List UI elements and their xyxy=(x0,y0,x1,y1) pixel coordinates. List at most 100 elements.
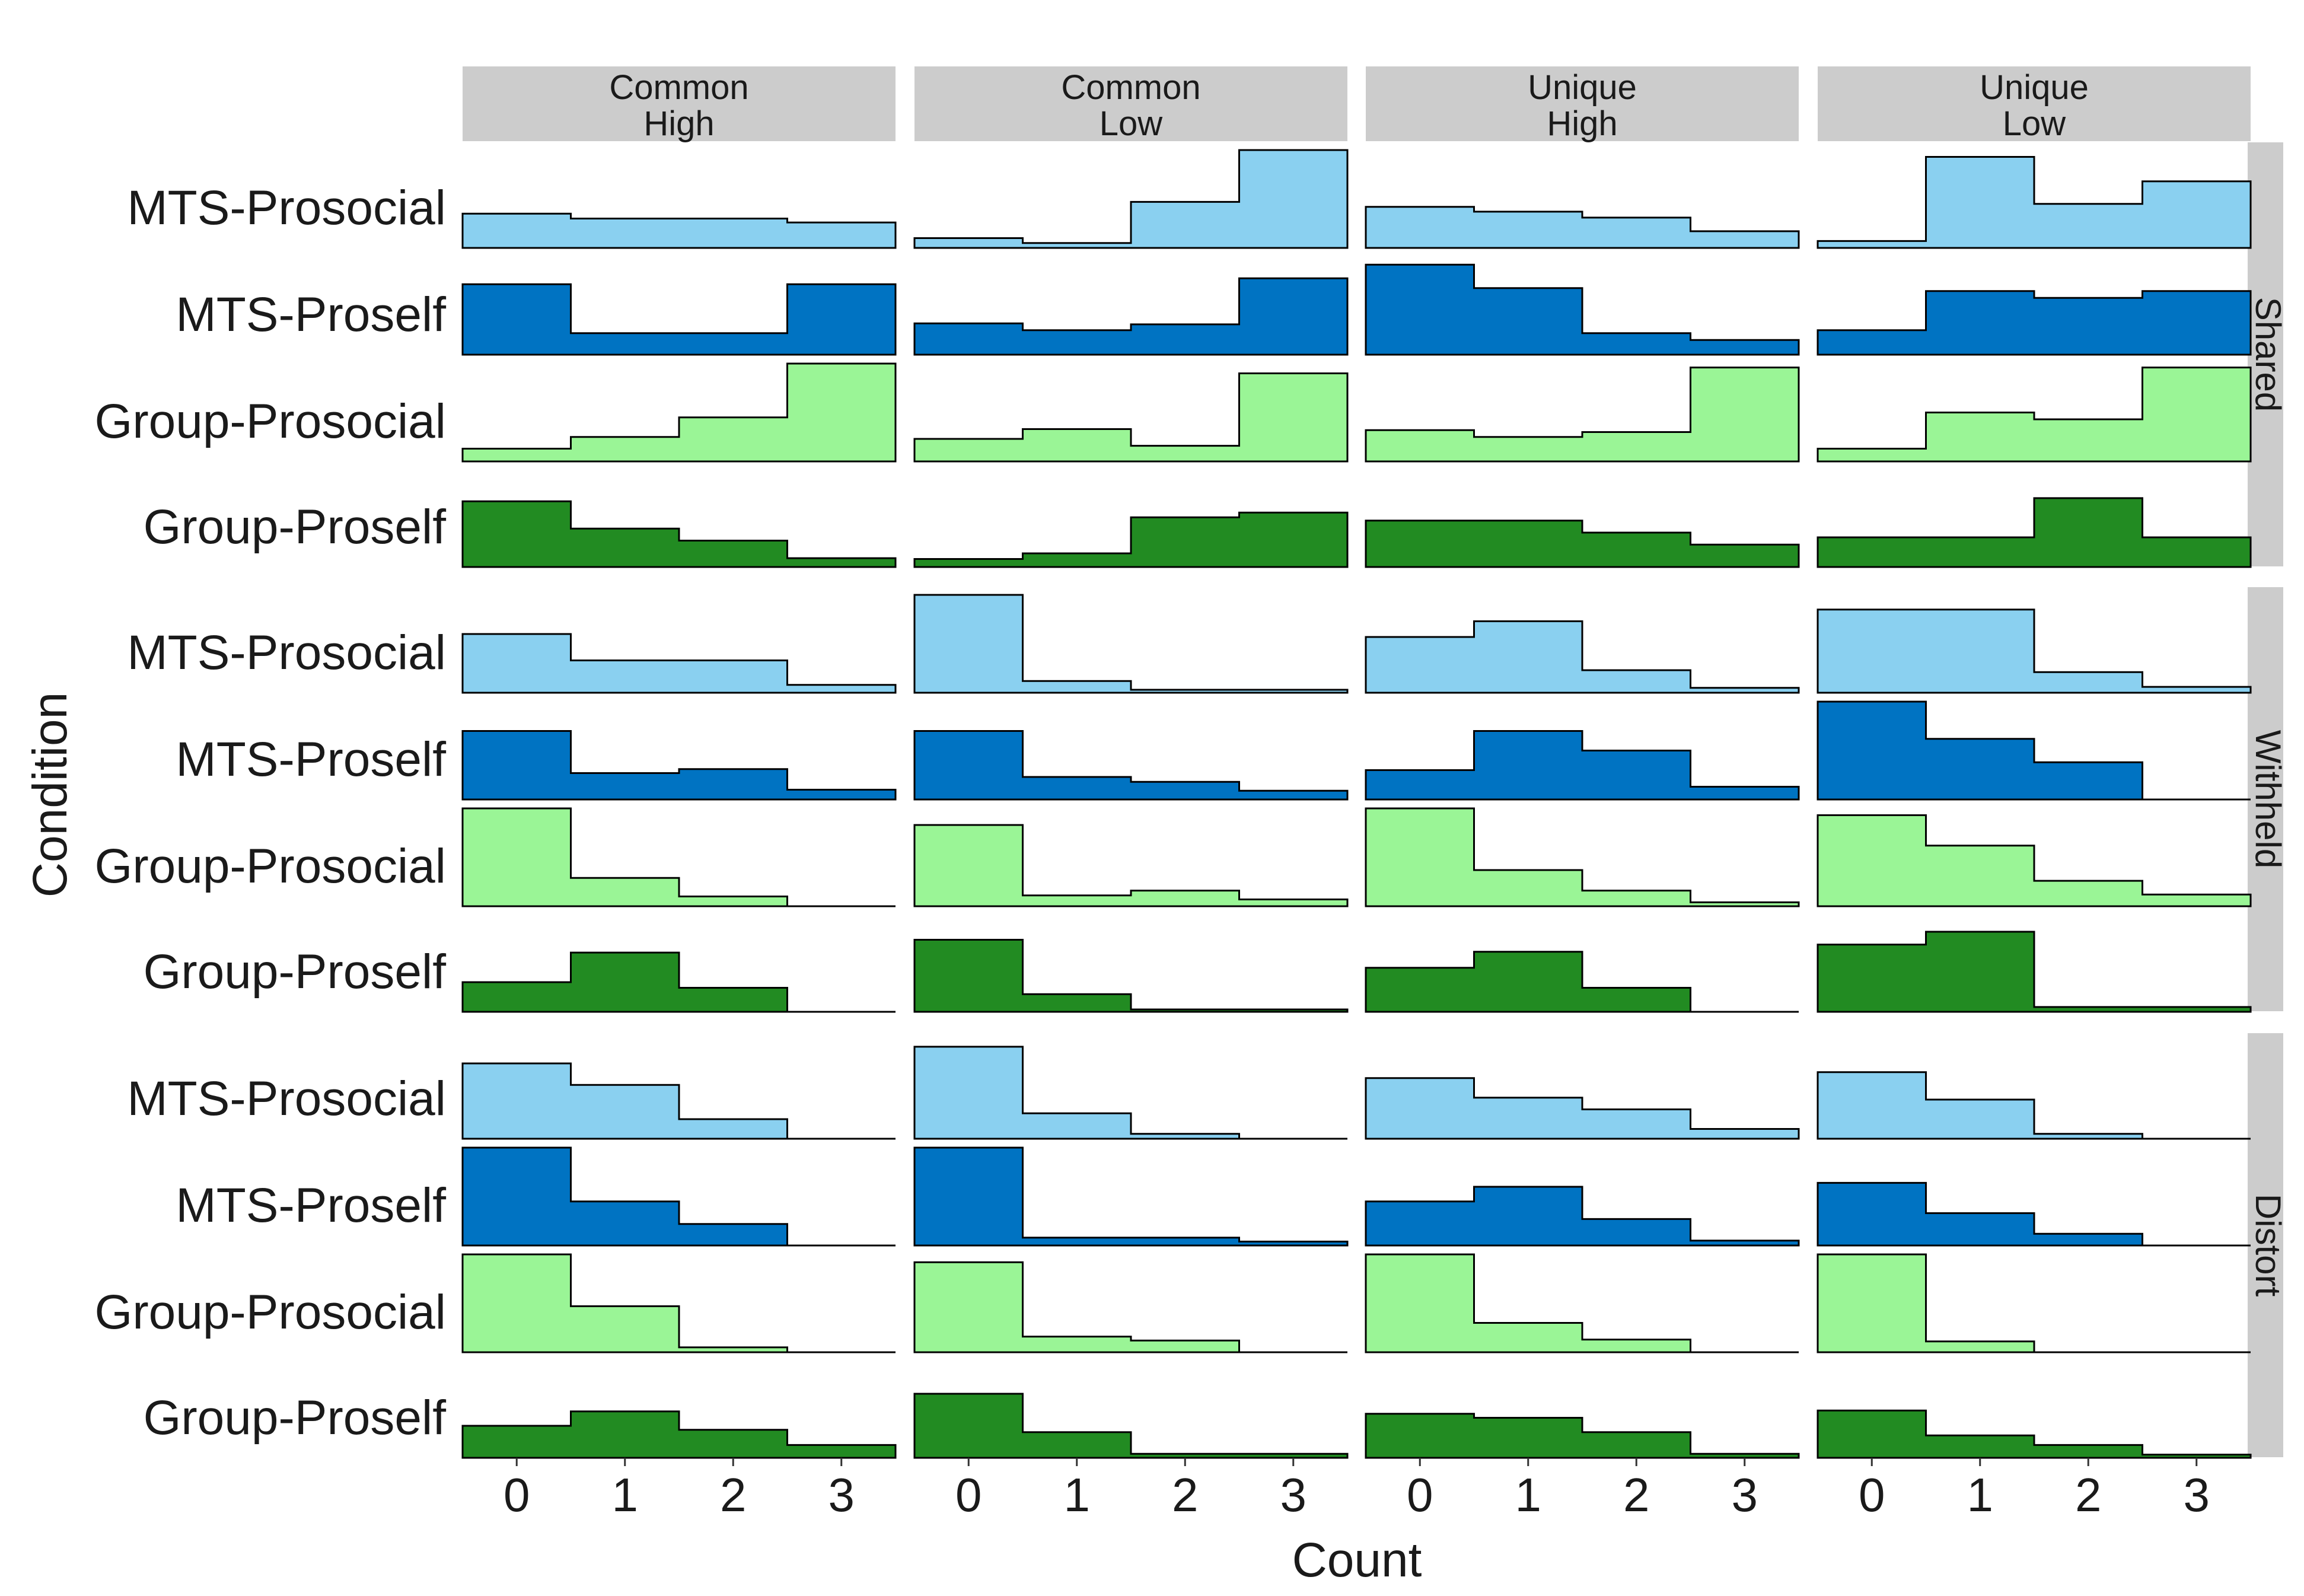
condition-label: Group-Proself xyxy=(144,945,447,999)
histogram-step-area xyxy=(461,633,897,694)
histogram-step-area xyxy=(461,1146,896,1247)
histogram-step-area xyxy=(913,511,1349,568)
condition-label: Group-Prosocial xyxy=(95,1285,446,1339)
histogram-step-area xyxy=(461,807,896,907)
condition-label: MTS-Proself xyxy=(176,1178,446,1232)
histogram-step-area xyxy=(1365,367,1800,463)
histogram-step-area xyxy=(1365,1413,1800,1459)
histogram-step-area xyxy=(913,1393,1349,1459)
column-strip-label: High xyxy=(1547,104,1617,143)
histogram-step-area xyxy=(1817,1071,2251,1140)
x-tick-label: 0 xyxy=(955,1468,982,1521)
column-strip-label: Low xyxy=(2003,104,2067,143)
panel-strip-label: Withheld xyxy=(2248,730,2288,868)
x-tick-label: 3 xyxy=(828,1468,855,1521)
histogram-step-area xyxy=(913,730,1349,801)
histogram-step-area xyxy=(1817,290,2252,356)
panel-strip xyxy=(2248,142,2283,566)
histogram-step-area xyxy=(1365,206,1800,249)
column-strip-label: Common xyxy=(1061,68,1200,107)
histogram-step-area xyxy=(1817,1409,2252,1459)
panel-strips: Shared Withheld Distort xyxy=(2248,142,2288,1457)
histogram-step-area xyxy=(1365,1186,1800,1247)
condition-labels: MTS-Prosocial MTS-Proself Group-Prosocial G… xyxy=(95,181,447,1445)
histogram-step-area xyxy=(913,1261,1347,1353)
histogram-step-area xyxy=(913,939,1349,1013)
histogram-step-area xyxy=(1817,367,2252,463)
histogram-step-area xyxy=(1365,620,1800,694)
column-strip-label: Unique xyxy=(1528,68,1637,107)
histogram-step-area xyxy=(1817,1253,2251,1353)
x-axis-ticks: 0 1 2 3 0 1 2 3 0 1 2 3 0 1 2 3 xyxy=(503,1458,2210,1521)
histogram-step-area xyxy=(1817,814,2252,907)
histogram-step-area xyxy=(461,283,897,356)
x-tick-label: 3 xyxy=(1280,1468,1307,1521)
x-tick-label: 2 xyxy=(720,1468,747,1521)
x-axis-title: Count xyxy=(1292,1533,1422,1587)
column-strip xyxy=(463,66,896,141)
x-tick-label: 2 xyxy=(1623,1468,1650,1521)
histogram-step-area xyxy=(913,277,1349,356)
histogram-step-area xyxy=(461,362,897,463)
x-tick-label: 2 xyxy=(1172,1468,1199,1521)
histogram-step-area xyxy=(1365,807,1800,907)
x-tick-label: 1 xyxy=(1064,1468,1091,1521)
histogram-step-area xyxy=(1817,700,2251,801)
condition-label: MTS-Proself xyxy=(176,288,446,342)
histogram-step-area xyxy=(461,1062,896,1140)
column-strip-label: High xyxy=(643,104,714,143)
histogram-step-area xyxy=(913,1046,1347,1140)
x-tick-label: 1 xyxy=(1967,1468,1994,1521)
histogram-step-area xyxy=(461,1253,896,1353)
x-tick-label: 2 xyxy=(2075,1468,2102,1521)
ridgeline-rows xyxy=(461,149,2252,1459)
x-tick-label: 3 xyxy=(2184,1468,2210,1521)
histogram-step-area xyxy=(461,1410,897,1459)
x-tick-label: 0 xyxy=(1859,1468,1885,1521)
histogram-step-area xyxy=(1817,497,2252,568)
x-tick-label: 1 xyxy=(612,1468,639,1521)
column-strip-label: Common xyxy=(609,68,748,107)
x-tick-label: 0 xyxy=(1407,1468,1433,1521)
histogram-step-area xyxy=(461,500,897,568)
histogram-step-area xyxy=(1817,156,2252,249)
histogram-step-area xyxy=(913,1146,1349,1247)
histogram-step-area xyxy=(1365,263,1800,356)
condition-label: MTS-Prosocial xyxy=(127,626,446,680)
panel-strip-label: Shared xyxy=(2248,297,2288,412)
histogram-step-area xyxy=(1365,730,1800,801)
histogram-step-area xyxy=(1817,1181,2251,1247)
x-tick-label: 0 xyxy=(503,1468,530,1521)
panel-strip xyxy=(2248,587,2283,1011)
condition-label: Group-Proself xyxy=(144,500,447,554)
condition-label: MTS-Prosocial xyxy=(127,1072,446,1126)
condition-label: Group-Proself xyxy=(144,1391,447,1445)
panel-strip-label: Distort xyxy=(2248,1194,2288,1297)
x-tick-label: 1 xyxy=(1515,1468,1542,1521)
histogram-step-area xyxy=(1365,951,1799,1013)
condition-label: MTS-Proself xyxy=(176,732,446,786)
histogram-step-area xyxy=(1365,1253,1799,1353)
histogram-step-area xyxy=(1817,609,2252,694)
column-strip xyxy=(1818,66,2251,141)
histogram-step-area xyxy=(461,951,896,1013)
column-strip xyxy=(914,66,1347,141)
condition-label: Group-Prosocial xyxy=(95,394,446,448)
histogram-step-area xyxy=(913,149,1349,249)
histogram-step-area xyxy=(1365,1077,1800,1140)
histogram-step-area xyxy=(461,212,897,249)
histogram-step-area xyxy=(913,372,1349,463)
column-strip xyxy=(1366,66,1799,141)
condition-label: Group-Prosocial xyxy=(95,839,446,893)
condition-label: MTS-Prosocial xyxy=(127,181,446,235)
column-strip-label: Unique xyxy=(1980,68,2089,107)
column-strip-label: Low xyxy=(1100,104,1164,143)
histogram-step-area xyxy=(461,730,897,801)
histogram-step-area xyxy=(1817,931,2252,1013)
histogram-step-area xyxy=(913,594,1349,694)
y-axis-title: Condition xyxy=(23,692,77,897)
histogram-step-area xyxy=(1365,520,1800,568)
x-tick-label: 3 xyxy=(1732,1468,1758,1521)
